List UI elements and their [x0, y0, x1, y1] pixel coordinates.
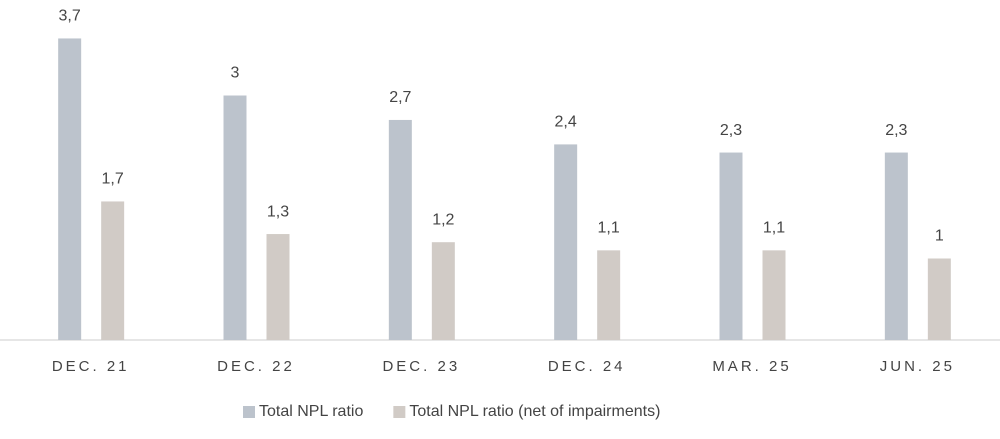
x-tick-label: DEC. 23 [382, 358, 460, 375]
bar [266, 234, 290, 340]
bar [223, 95, 247, 340]
data-label: 3,7 [59, 8, 81, 25]
bar [597, 250, 621, 340]
data-label: 1 [935, 228, 944, 245]
x-tick-label: MAR. 25 [712, 358, 791, 375]
data-label: 2,3 [720, 122, 742, 139]
bar [884, 152, 908, 340]
bar [388, 119, 412, 340]
bar [927, 258, 951, 340]
data-label: 2,7 [389, 89, 411, 106]
x-tick-label: DEC. 21 [52, 358, 130, 375]
data-label: 1,3 [267, 203, 289, 220]
data-label: 1,1 [763, 220, 785, 237]
legend-swatch [393, 406, 406, 418]
bar [554, 144, 578, 340]
legend-label: Total NPL ratio [259, 403, 363, 420]
legend-swatch [243, 406, 255, 418]
x-tick-label: DEC. 24 [548, 358, 626, 375]
legend-label: Total NPL ratio (net of impairments) [409, 403, 660, 420]
data-label: 1,1 [598, 220, 620, 237]
bar [762, 250, 786, 340]
data-label: 2,4 [555, 114, 577, 131]
bar [101, 201, 125, 340]
x-tick-label: JUN. 25 [880, 358, 955, 375]
data-label: 1,2 [432, 211, 454, 228]
data-label: 1,7 [102, 171, 124, 188]
bar [58, 38, 82, 340]
data-label: 2,3 [885, 122, 907, 139]
data-label: 3 [231, 65, 240, 82]
bar [431, 242, 455, 340]
x-tick-label: DEC. 22 [217, 358, 295, 375]
bar [719, 152, 743, 340]
